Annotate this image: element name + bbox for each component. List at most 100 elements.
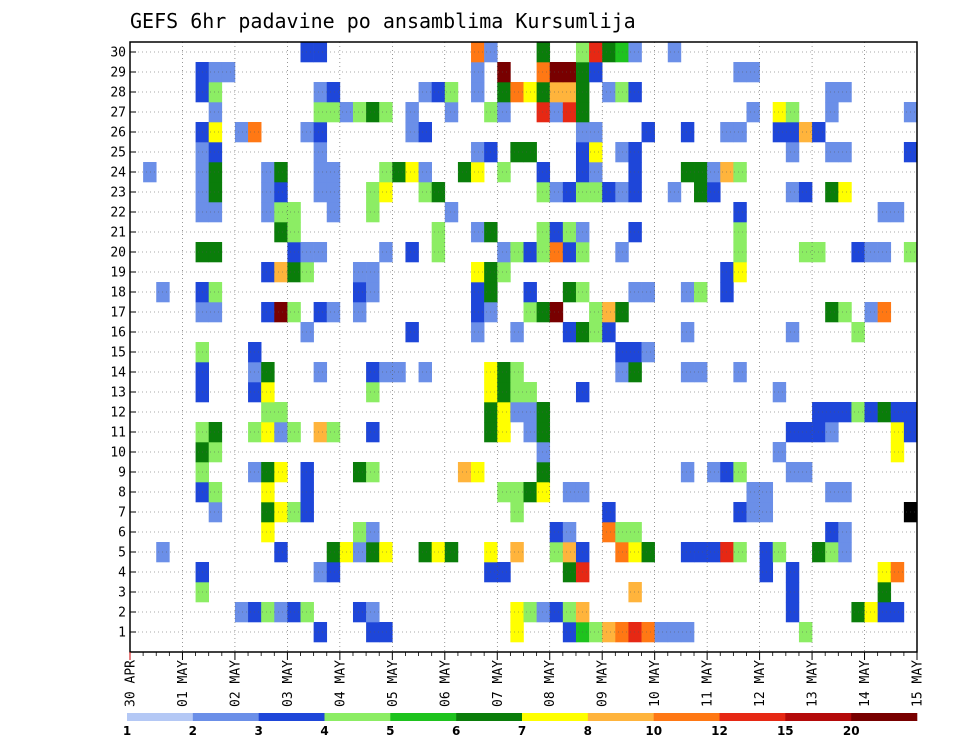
x-tick-label: 03 MAY (281, 660, 296, 707)
y-tick-label: 29 (110, 66, 126, 81)
heatmap-cell (366, 522, 380, 543)
heatmap-cell (471, 282, 485, 303)
heatmap-cell (562, 182, 577, 203)
heatmap-cell (261, 422, 275, 443)
heatmap-cell (877, 302, 892, 323)
heatmap-cell (313, 162, 328, 183)
heatmap-cell (641, 342, 655, 363)
heatmap-cell (352, 542, 367, 563)
heatmap-cell (864, 402, 878, 423)
heatmap-cell (589, 302, 603, 323)
heatmap-cell (589, 62, 603, 83)
heatmap-cell (313, 242, 328, 263)
heatmap-cell (208, 302, 223, 323)
colorbar-label: 2 (189, 724, 197, 738)
heatmap-cell (274, 502, 288, 523)
heatmap-cell (326, 82, 341, 103)
heatmap-cell (379, 162, 393, 183)
y-axis-ticks: 1234567891011121314151617181920212223242… (110, 46, 136, 641)
heatmap-cell (707, 182, 721, 203)
heatmap-cell (261, 362, 275, 383)
y-tick-label: 30 (110, 46, 126, 61)
heatmap-cell (680, 322, 695, 343)
heatmap-cell (366, 102, 380, 123)
heatmap-cell (261, 602, 275, 623)
heatmap-cell (405, 242, 419, 263)
heatmap-cell (707, 162, 721, 183)
heatmap-cell (366, 462, 380, 483)
heatmap-cell (602, 502, 616, 523)
heatmap-cell (274, 202, 288, 223)
heatmap-cell (628, 582, 642, 603)
colorbar-swatch (456, 713, 523, 721)
heatmap-cell (890, 442, 905, 463)
colorbar-label: 3 (255, 724, 263, 738)
heatmap-cell (798, 622, 813, 643)
heatmap-cell (352, 302, 367, 323)
heatmap-cell (497, 102, 511, 123)
heatmap-cell (733, 122, 747, 143)
heatmap-cell (471, 262, 485, 283)
heatmap-cell (641, 122, 655, 143)
heatmap-cell (733, 162, 747, 183)
heatmap-cell (838, 402, 852, 423)
heatmap-cell (733, 542, 747, 563)
heatmap-cell (418, 122, 432, 143)
heatmap-cell (746, 62, 760, 83)
heatmap-cell (536, 82, 551, 103)
heatmap-cell (510, 242, 524, 263)
heatmap-cell (602, 182, 616, 203)
heatmap-cell (300, 262, 314, 283)
colorbar-swatch (719, 713, 786, 721)
heatmap-cell (313, 102, 328, 123)
heatmap-cell (641, 622, 655, 643)
heatmap-cell (208, 142, 223, 163)
colorbar-label: 5 (386, 724, 394, 738)
heatmap-cell (562, 62, 577, 83)
heatmap-cell (694, 182, 708, 203)
heatmap-cell (589, 622, 603, 643)
heatmap-cell (602, 302, 616, 323)
colorbar-label: 7 (518, 724, 526, 738)
heatmap-cell (510, 622, 524, 643)
heatmap-cell (694, 362, 708, 383)
heatmap-cell (785, 422, 800, 443)
colorbar-swatch (324, 713, 391, 721)
heatmap-cell (261, 502, 275, 523)
x-tick-label: 11 MAY (701, 660, 716, 707)
heatmap-cell (497, 402, 511, 423)
heatmap-cell (471, 62, 485, 83)
heatmap-cell (602, 622, 616, 643)
heatmap-cell (208, 102, 223, 123)
colorbar-label: 8 (584, 724, 592, 738)
heatmap-cell (536, 182, 551, 203)
heatmap-cell (536, 102, 551, 123)
heatmap-cell (274, 302, 288, 323)
heatmap-cell (549, 102, 564, 123)
heatmap-cell (405, 102, 419, 123)
heatmap-cell (680, 622, 695, 643)
heatmap-cell (707, 462, 721, 483)
y-tick-label: 21 (110, 226, 126, 241)
heatmap-cell (549, 222, 564, 243)
heatmap-cell (536, 42, 551, 63)
heatmap-cell (798, 422, 813, 443)
heatmap-cell (208, 502, 223, 523)
y-tick-label: 8 (118, 486, 126, 501)
heatmap-cell (825, 102, 839, 123)
heatmap-cell (602, 42, 616, 63)
heatmap-cell (418, 542, 432, 563)
heatmap-cell (536, 62, 551, 83)
heatmap-cell (746, 482, 760, 503)
x-tick-label: 01 MAY (176, 660, 191, 707)
heatmap-cell (589, 182, 603, 203)
heatmap-cell (510, 322, 524, 343)
heatmap-cell (825, 422, 839, 443)
heatmap-cell (313, 622, 328, 643)
heatmap-cell (733, 462, 747, 483)
y-tick-label: 20 (110, 246, 126, 261)
heatmap-cell (562, 622, 577, 643)
heatmap-cell (536, 402, 551, 423)
heatmap-cell (405, 322, 419, 343)
y-tick-label: 12 (110, 406, 126, 421)
